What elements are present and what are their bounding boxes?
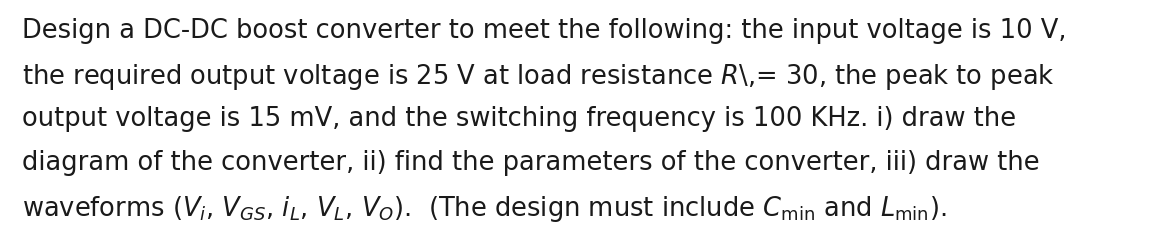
Text: waveforms ($V_i$, $V_{GS}$, $i_L$, $V_L$, $V_O$).  (The design must include $C_{: waveforms ($V_i$, $V_{GS}$, $i_L$, $V_L$… bbox=[22, 194, 947, 224]
Text: Design a DC-DC boost converter to meet the following: the input voltage is 10 V,: Design a DC-DC boost converter to meet t… bbox=[22, 18, 1067, 44]
Text: output voltage is 15 mV, and the switching frequency is 100 KHz. i) draw the: output voltage is 15 mV, and the switchi… bbox=[22, 106, 1016, 132]
Text: diagram of the converter, ii) find the parameters of the converter, iii) draw th: diagram of the converter, ii) find the p… bbox=[22, 150, 1040, 176]
Text: the required output voltage is 25 V at load resistance $R$\,= 30, the peak to pe: the required output voltage is 25 V at l… bbox=[22, 62, 1055, 92]
